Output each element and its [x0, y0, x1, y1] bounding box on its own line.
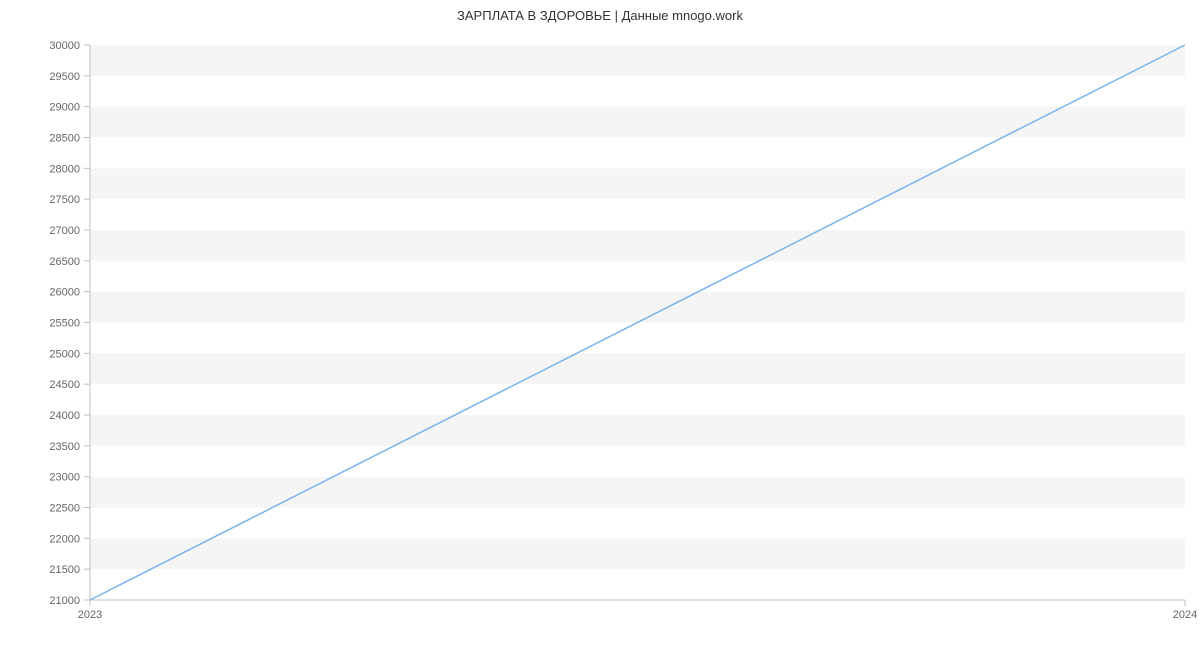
y-tick-label: 28000	[49, 163, 80, 175]
plot-band	[90, 168, 1185, 199]
plot-band	[90, 107, 1185, 138]
y-tick-label: 25500	[49, 318, 80, 330]
y-tick-label: 29500	[49, 71, 80, 83]
plot-band	[90, 138, 1185, 169]
plot-band	[90, 477, 1185, 508]
y-tick-label: 21000	[49, 595, 80, 607]
x-tick-label: 2023	[78, 609, 102, 621]
plot-band	[90, 199, 1185, 230]
plot-band	[90, 508, 1185, 539]
y-tick-label: 30000	[49, 40, 80, 52]
y-tick-label: 21500	[49, 564, 80, 576]
y-tick-label: 22500	[49, 503, 80, 515]
y-tick-label: 24000	[49, 410, 80, 422]
salary-line-chart: ЗАРПЛАТА В ЗДОРОВЬЕ | Данные mnogo.work …	[0, 0, 1200, 650]
y-tick-label: 27500	[49, 194, 80, 206]
plot-band	[90, 76, 1185, 107]
plot-band	[90, 415, 1185, 446]
y-tick-label: 23500	[49, 441, 80, 453]
plot-band	[90, 261, 1185, 292]
plot-band	[90, 292, 1185, 323]
y-tick-label: 25000	[49, 348, 80, 360]
plot-band	[90, 353, 1185, 384]
y-tick-label: 22000	[49, 533, 80, 545]
plot-band	[90, 230, 1185, 261]
y-tick-label: 26000	[49, 287, 80, 299]
y-tick-label: 24500	[49, 379, 80, 391]
plot-band	[90, 45, 1185, 76]
y-tick-label: 26500	[49, 256, 80, 268]
y-tick-label: 27000	[49, 225, 80, 237]
plot-band	[90, 538, 1185, 569]
x-tick-label: 2024	[1173, 609, 1197, 621]
plot-band	[90, 323, 1185, 354]
plot-band	[90, 446, 1185, 477]
y-tick-label: 23000	[49, 472, 80, 484]
y-tick-label: 28500	[49, 133, 80, 145]
plot-band	[90, 569, 1185, 600]
y-tick-label: 29000	[49, 102, 80, 114]
chart-svg: 21000 21500 22000 22500 23000 23500 24000 24500…	[0, 0, 1200, 650]
plot-band	[90, 384, 1185, 415]
